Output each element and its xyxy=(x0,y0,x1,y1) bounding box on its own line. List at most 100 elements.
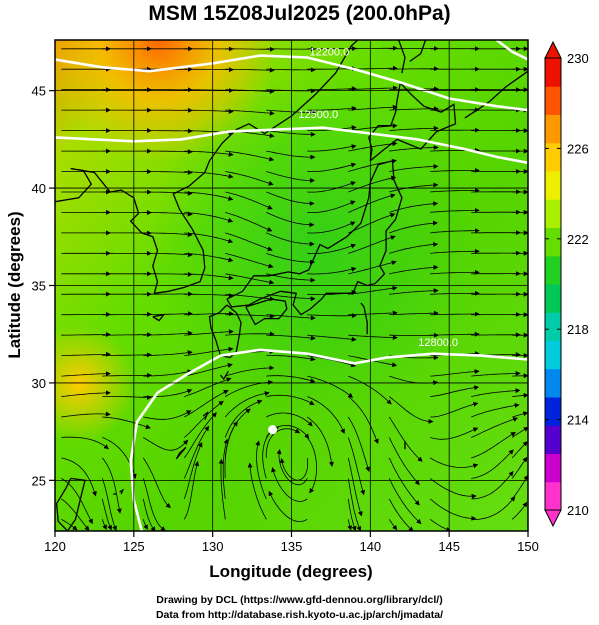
streamline xyxy=(389,182,439,193)
streamline xyxy=(430,311,480,317)
streamline xyxy=(184,329,234,336)
streamline xyxy=(266,314,316,321)
coast-segment xyxy=(152,313,166,322)
y-tick-label: 45 xyxy=(32,84,46,99)
streamline xyxy=(389,310,439,316)
streamline xyxy=(61,351,111,357)
streamline xyxy=(225,293,275,302)
streamline xyxy=(184,346,234,356)
map-title: MSM 15Z08Jul2025 (200.0hPa) xyxy=(148,2,451,25)
streamline xyxy=(61,332,111,337)
streamline xyxy=(102,332,152,338)
streamline xyxy=(266,171,316,183)
streamline xyxy=(101,478,117,531)
streamline xyxy=(511,456,528,479)
streamline xyxy=(184,253,234,263)
streamline xyxy=(101,519,107,531)
streamline xyxy=(225,46,275,52)
streamline xyxy=(430,207,480,213)
streamline xyxy=(61,478,93,525)
streamline xyxy=(184,362,233,377)
streamline xyxy=(429,498,477,521)
streamline xyxy=(276,449,308,486)
streamline xyxy=(143,330,193,336)
streamline xyxy=(430,167,480,173)
streamline xyxy=(142,519,148,530)
streamline xyxy=(143,232,193,238)
streamline xyxy=(388,498,414,531)
streamline xyxy=(429,457,479,469)
streamline xyxy=(389,145,439,152)
y-tick-label: 35 xyxy=(32,279,46,294)
streamline xyxy=(348,212,396,234)
streamline xyxy=(348,193,396,213)
colorbar-segment xyxy=(545,114,561,144)
streamline xyxy=(266,232,315,247)
y-tick-label: 25 xyxy=(32,473,46,488)
streamline xyxy=(101,457,122,514)
colorbar-segment xyxy=(545,199,561,228)
streamline xyxy=(429,518,452,531)
streamline xyxy=(224,408,251,458)
streamline xyxy=(184,390,229,418)
streamline xyxy=(389,201,439,213)
coast-segment xyxy=(119,488,125,495)
streamline xyxy=(143,410,192,420)
streamline xyxy=(307,334,357,342)
streamline xyxy=(348,45,398,51)
y-tick-label: 40 xyxy=(32,181,46,196)
streamline xyxy=(184,377,232,397)
streamline xyxy=(266,253,316,265)
streamline xyxy=(183,412,217,459)
colorbar-segment xyxy=(545,171,561,200)
coast-segment xyxy=(202,411,209,421)
streamline xyxy=(389,66,439,72)
x-axis-label: Longitude (degrees) xyxy=(209,562,372,581)
streamline xyxy=(389,106,439,112)
streamline xyxy=(143,437,189,451)
colorbar-tick-label: 230 xyxy=(567,51,589,66)
streamline xyxy=(218,458,226,520)
coast-segment xyxy=(55,477,86,531)
streamline xyxy=(61,457,97,497)
credit-line-1: Drawing by DCL (https://www.gfd-dennou.o… xyxy=(156,594,443,606)
x-tick-label: 120 xyxy=(44,539,66,554)
streamline xyxy=(429,478,477,499)
streamline xyxy=(184,212,234,223)
streamline xyxy=(143,350,193,356)
colorbar-segment xyxy=(545,58,561,87)
coast-segment xyxy=(219,370,229,381)
streamline xyxy=(307,416,334,467)
streamline xyxy=(307,266,357,275)
streamline xyxy=(266,109,316,115)
streamline xyxy=(511,474,528,500)
streamline xyxy=(266,150,316,160)
streamline xyxy=(430,427,479,440)
streamline xyxy=(307,105,357,111)
streamline xyxy=(348,175,397,193)
streamline xyxy=(225,67,275,73)
coast-segment xyxy=(245,298,288,326)
streamline xyxy=(347,457,363,517)
colorbar-tick-label: 226 xyxy=(567,141,589,156)
streamline xyxy=(471,388,521,397)
streamline xyxy=(61,436,109,450)
streamline xyxy=(266,130,316,137)
streamline xyxy=(184,191,234,201)
streamline xyxy=(348,334,398,341)
streamline xyxy=(306,437,318,494)
streamline xyxy=(184,67,234,73)
streamline xyxy=(143,190,193,196)
y-axis-ticks: 25 30 35 40 45 xyxy=(32,84,55,488)
streamline xyxy=(307,221,356,234)
colorbar-segment xyxy=(545,312,561,341)
streamline xyxy=(388,416,423,462)
streamline xyxy=(389,288,439,295)
streamline xyxy=(266,67,316,73)
streamline xyxy=(143,211,193,217)
height-contour-line xyxy=(495,40,528,61)
streamline xyxy=(471,431,516,459)
streamline xyxy=(347,437,366,496)
streamline xyxy=(388,437,420,486)
streamline xyxy=(471,417,519,438)
